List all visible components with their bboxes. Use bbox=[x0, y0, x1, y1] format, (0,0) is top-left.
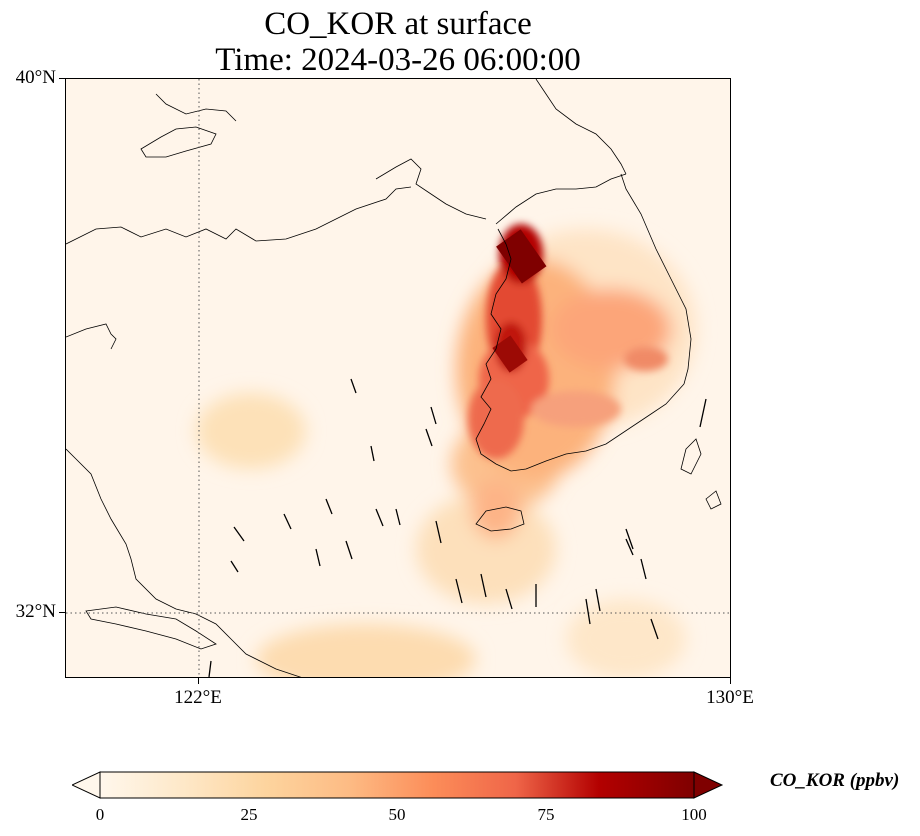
lat-tick-40 bbox=[59, 78, 65, 79]
lon-label-122: 122°E bbox=[174, 687, 222, 708]
lon-label-130: 130°E bbox=[706, 687, 754, 708]
lat-tick-32 bbox=[59, 612, 65, 613]
lat-label-32: 32°N bbox=[15, 601, 56, 622]
map-canvas bbox=[66, 79, 730, 677]
wind-vectors bbox=[208, 378, 707, 677]
colorbar-tick-25: 25 bbox=[240, 805, 258, 824]
gridlines bbox=[66, 79, 730, 677]
colorbar-extend-min bbox=[72, 771, 101, 799]
lat-label-40: 40°N bbox=[15, 67, 56, 88]
colorbar-label: CO_KOR (ppbv) bbox=[770, 770, 900, 791]
lon-tick-122 bbox=[198, 678, 199, 684]
colorbar-tick-100: 100 bbox=[681, 805, 707, 824]
coastlines bbox=[66, 79, 722, 677]
colorbar bbox=[72, 771, 724, 799]
plume-core-north bbox=[496, 229, 547, 284]
colorbar-tick-75: 75 bbox=[537, 805, 555, 824]
map-panel bbox=[65, 78, 731, 678]
lon-tick-130 bbox=[730, 678, 731, 684]
colorbar-tick-0: 0 bbox=[95, 805, 105, 824]
concentration-field bbox=[196, 224, 696, 677]
map-subtitle: Time: 2024-03-26 06:00:00 bbox=[215, 42, 581, 78]
colorbar-tick-50: 50 bbox=[388, 805, 406, 824]
plume-core-south bbox=[492, 335, 528, 373]
colorbar-extend-max bbox=[693, 771, 724, 799]
map-title: CO_KOR at surface bbox=[264, 6, 532, 42]
colorbar-gradient bbox=[99, 771, 695, 799]
